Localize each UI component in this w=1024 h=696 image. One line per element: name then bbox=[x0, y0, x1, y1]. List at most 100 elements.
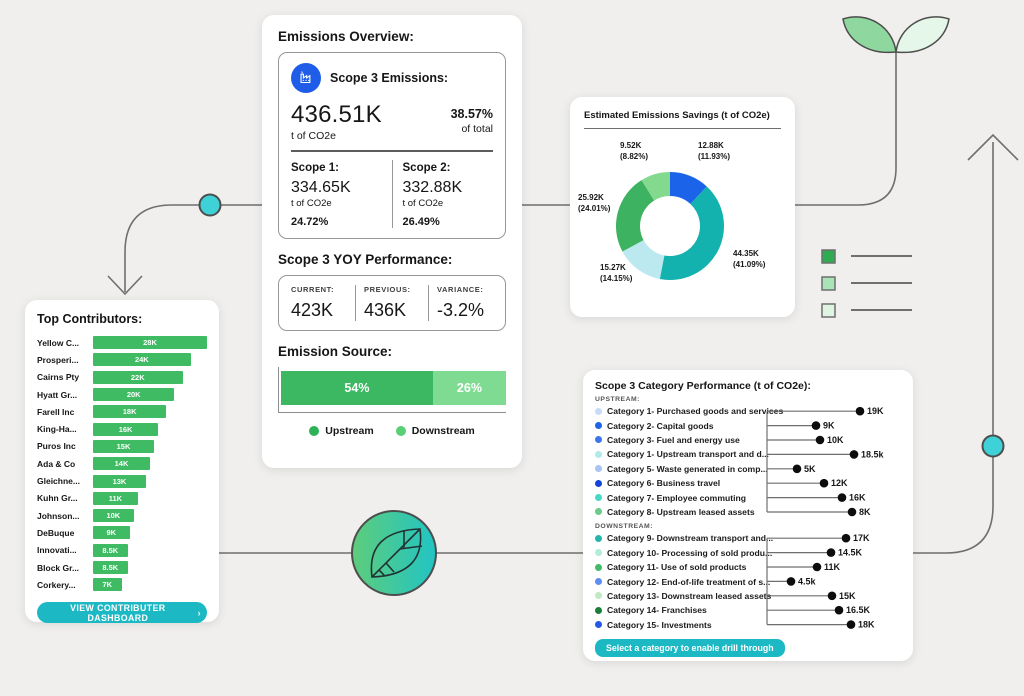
contributor-bar[interactable]: 20K bbox=[93, 388, 175, 402]
contributor-bar[interactable]: 24K bbox=[93, 353, 191, 367]
category-row[interactable]: Category 9- Downstream transport and... bbox=[595, 531, 773, 545]
category-row[interactable]: Category 14- Franchises bbox=[595, 603, 765, 617]
dot-plot-point[interactable] bbox=[841, 534, 851, 543]
contributor-bar[interactable]: 15K bbox=[93, 439, 155, 453]
contributor-bar[interactable]: 13K bbox=[93, 474, 146, 488]
contributor-bar-track: 22K bbox=[93, 370, 207, 384]
contributor-rows: Yellow C... 28K Prosperi... 24K Cairns Pty 22… bbox=[37, 334, 207, 593]
legend-square-mid bbox=[821, 276, 836, 291]
category-row[interactable]: Category 11- Use of sold products bbox=[595, 560, 765, 574]
category-label: Category 10- Processing of sold produ... bbox=[607, 547, 773, 558]
dot-plot-point[interactable] bbox=[819, 478, 829, 488]
contributor-bar[interactable]: 14K bbox=[93, 457, 150, 471]
emission-source-segment-1[interactable]: 54% bbox=[281, 371, 433, 405]
scope1-heading: Scope 1: bbox=[291, 162, 339, 174]
category-row[interactable]: Category 5- Waste generated in comp... bbox=[595, 462, 768, 476]
dot-plot-point[interactable] bbox=[827, 591, 837, 601]
category-bullet-icon bbox=[595, 606, 602, 614]
dot-plot-point[interactable] bbox=[812, 562, 822, 572]
donut-slice-3[interactable] bbox=[622, 240, 665, 280]
dot-plot-point[interactable] bbox=[846, 620, 856, 630]
yoy-title: Scope 3 YOY Performance: bbox=[278, 252, 453, 267]
category-row[interactable]: Category 8- Upstream leased assets bbox=[595, 505, 765, 519]
flow-node-right bbox=[981, 434, 1005, 458]
category-row[interactable]: Category 3- Fuel and energy use bbox=[595, 433, 765, 447]
scope1-unit: t of CO2e bbox=[291, 198, 332, 209]
category-row[interactable]: Category 1- Purchased goods and services bbox=[595, 404, 783, 418]
arrow-down-icon bbox=[107, 275, 143, 296]
view-contributor-dashboard-button[interactable]: VIEW CONTRIBUTER DASHBOARD › bbox=[37, 602, 207, 624]
yoy-current-label: CURRENT: bbox=[291, 285, 335, 294]
category-row[interactable]: Category 6- Business travel bbox=[595, 476, 765, 490]
savings-donut-chart bbox=[615, 172, 725, 281]
category-row[interactable]: Category 1- Upstream transport and d... bbox=[595, 447, 769, 461]
contributor-bar[interactable]: 22K bbox=[93, 370, 183, 384]
contributor-bar[interactable]: 7K bbox=[93, 578, 122, 592]
donut-slice-4[interactable] bbox=[615, 180, 655, 252]
contributor-bar[interactable]: 9K bbox=[93, 526, 130, 540]
donut-slice-1[interactable] bbox=[670, 172, 707, 205]
contributor-bar[interactable]: 28K bbox=[93, 336, 207, 350]
contributor-bar-track: 7K bbox=[93, 578, 207, 592]
contributor-bar-track: 13K bbox=[93, 474, 207, 488]
dot-plot-point[interactable] bbox=[811, 421, 821, 430]
category-row[interactable]: Category 13- Downstream leased assets bbox=[595, 589, 771, 603]
emission-source-segment-2[interactable]: 26% bbox=[432, 371, 506, 405]
emission-source-bar: 54% 26% bbox=[281, 371, 506, 405]
dot-plot-point[interactable] bbox=[849, 450, 859, 459]
contributor-row: Johnson... 10K bbox=[37, 507, 207, 524]
dot-plot-point[interactable] bbox=[826, 548, 836, 558]
contributor-bar[interactable]: 8.5K bbox=[93, 543, 128, 557]
legend-dot-icon bbox=[309, 426, 320, 436]
contributor-bar-track: 9K bbox=[93, 526, 207, 540]
contributor-bar[interactable]: 11K bbox=[93, 491, 138, 505]
contributor-bar[interactable]: 10K bbox=[93, 509, 134, 523]
divider bbox=[428, 285, 429, 321]
contributor-row: DeBuque 9K bbox=[37, 524, 207, 541]
category-label: Category 7- Employee commuting bbox=[607, 492, 746, 503]
dot-plot-point[interactable] bbox=[834, 606, 844, 615]
category-label: Category 1- Purchased goods and services bbox=[607, 406, 784, 417]
group-label-downstream: DOWNSTREAM: bbox=[595, 523, 653, 531]
category-label: Category 15- Investments bbox=[607, 619, 712, 630]
category-row[interactable]: Category 15- Investments bbox=[595, 618, 765, 632]
divider bbox=[584, 128, 781, 129]
dot-plot-point[interactable] bbox=[792, 464, 802, 474]
dot-plot-value: 15K bbox=[839, 591, 856, 601]
category-label: Category 9- Downstream transport and... bbox=[607, 533, 774, 544]
contributor-row: Innovati... 8.5K bbox=[37, 542, 207, 559]
category-bullet-icon bbox=[595, 508, 602, 516]
contributor-bar[interactable]: 18K bbox=[93, 405, 167, 419]
yoy-variance-value: -3.2% bbox=[437, 300, 485, 320]
contributor-bar[interactable]: 16K bbox=[93, 422, 159, 436]
divider bbox=[355, 285, 356, 321]
dot-plot-point[interactable] bbox=[837, 493, 847, 502]
savings-donut-area: 12.88K (11.93%) 44.35K (41.09%) 15.27K (14.15… bbox=[570, 97, 795, 317]
dot-plot-value: 10K bbox=[827, 435, 844, 445]
savings-title: Estimated Emissions Savings (t of CO2e) bbox=[584, 110, 770, 121]
scope3-unit: t of CO2e bbox=[291, 130, 336, 142]
dot-plot-point[interactable] bbox=[786, 577, 796, 586]
contributor-bar[interactable]: 8.5K bbox=[93, 561, 128, 574]
drill-through-button[interactable]: Select a category to enable drill throug… bbox=[595, 638, 785, 657]
donut-data-label: 12.88K (11.93%) bbox=[698, 141, 731, 161]
scope1-share: 24.72% bbox=[291, 216, 329, 228]
leaf-badge-icon bbox=[351, 510, 437, 596]
category-row[interactable]: Category 7- Employee commuting bbox=[595, 490, 765, 504]
dot-plot-point[interactable] bbox=[847, 507, 857, 517]
scope3-heading: Scope 3 Emissions: bbox=[330, 71, 449, 85]
donut-data-label: 25.92K (24.01%) bbox=[578, 193, 611, 213]
donut-slice-5[interactable] bbox=[641, 172, 670, 201]
category-label: Category 1- Upstream transport and d... bbox=[607, 449, 769, 460]
category-row[interactable]: Category 10- Processing of sold produ... bbox=[595, 546, 772, 560]
dot-plot: 17K 14.5K 11K 4.5k 15K 16.5K 18K bbox=[766, 533, 875, 630]
dot-plot-point[interactable] bbox=[815, 435, 825, 445]
category-row[interactable]: Category 2- Capital goods bbox=[595, 418, 765, 432]
donut-slice-2[interactable] bbox=[659, 186, 725, 281]
scope3-share-caption: of total bbox=[461, 123, 493, 135]
category-row[interactable]: Category 12- End-of-life treatment of s.… bbox=[595, 574, 770, 588]
contributor-row: Hyatt Gr... 20K bbox=[37, 386, 207, 403]
dot-plot-point[interactable] bbox=[855, 406, 865, 416]
divider bbox=[291, 150, 493, 152]
contributor-name: DeBuque bbox=[37, 527, 75, 538]
